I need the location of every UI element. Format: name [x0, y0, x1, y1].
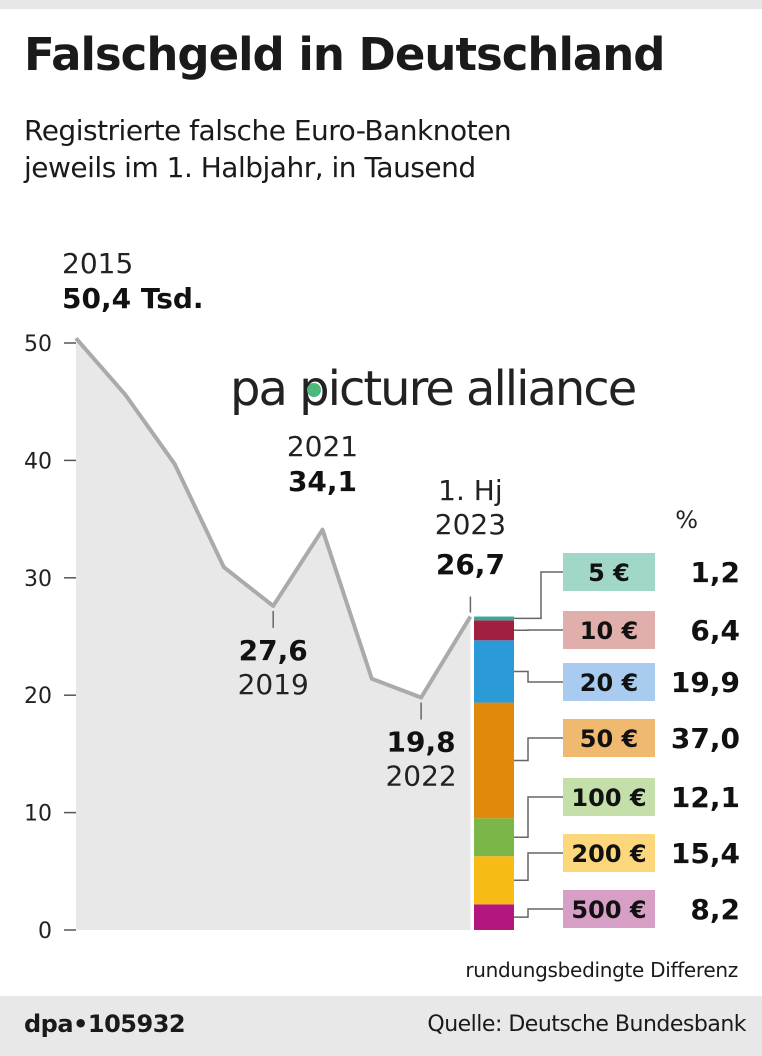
share-value: 8,2: [690, 893, 740, 926]
bar-segment-100-euro: [474, 818, 514, 857]
y-tick-label: 10: [24, 802, 52, 827]
y-tick-label: 30: [24, 567, 52, 592]
annotation-value: 34,1: [288, 465, 357, 498]
denomination-label: 100 €: [571, 784, 646, 812]
area-fill: [76, 338, 471, 931]
bar-leader: [514, 908, 563, 918]
subtitle-line-1: Registrierte falsche Euro-Banknoten: [24, 114, 512, 147]
y-tick-label: 20: [24, 684, 52, 709]
watermark-logo: pa picture alliance: [230, 361, 637, 417]
denomination-label-box: [563, 611, 655, 649]
bar-leader: [514, 737, 563, 762]
bar-segment-5-euro: [474, 616, 514, 621]
top-bar: [0, 0, 762, 9]
annotation-year: 2015: [62, 247, 133, 280]
share-value: 37,0: [671, 722, 740, 755]
denomination-label: 200 €: [571, 840, 646, 868]
denomination-label-box: [563, 834, 655, 872]
denomination-label: 5 €: [588, 559, 630, 587]
annotation-value: 27,6: [239, 634, 308, 667]
denomination-label: 10 €: [580, 617, 638, 645]
denomination-label: 500 €: [571, 896, 646, 924]
y-tick-label: 0: [38, 919, 52, 944]
bar-leader: [514, 852, 563, 882]
bar-segment-500-euro: [474, 904, 514, 930]
bar-leader: [514, 571, 563, 620]
bar-segment-50-euro: [474, 702, 514, 819]
bar-segment-10-euro: [474, 620, 514, 641]
watermark-dot: [307, 383, 321, 397]
y-tick-label: 40: [24, 449, 52, 474]
watermark-text: pa picture alliance: [230, 361, 635, 417]
share-value: 15,4: [671, 837, 740, 870]
annotation-value: 50,4 Tsd.: [62, 282, 204, 315]
bar-title: %: [675, 506, 698, 534]
bar-segment-200-euro: [474, 856, 514, 905]
denomination-label-box: [563, 778, 655, 816]
chart-subtitle: Registrierte falsche Euro-Banknoten jewe…: [24, 112, 512, 186]
subtitle-line-2: jeweils im 1. Halbjahr, in Tausend: [24, 151, 476, 184]
share-value: 1,2: [690, 556, 740, 589]
bar-segment-20-euro: [474, 640, 514, 703]
bar-leader: [514, 796, 563, 838]
annotation-year: 2021: [287, 430, 358, 463]
y-tick-label: 50: [24, 332, 52, 357]
credit: dpa•105932: [24, 1010, 186, 1038]
source: Quelle: Deutsche Bundesbank: [427, 1012, 746, 1037]
denomination-label: 20 €: [580, 669, 638, 697]
annotation-value: 19,8: [387, 726, 456, 759]
denomination-label: 50 €: [580, 725, 638, 753]
annotation-year: 2019: [238, 668, 309, 701]
denomination-label-box: [563, 663, 655, 701]
annotation-year: 1. Hj: [438, 474, 502, 507]
rounding-note: rundungsbedingte Differenz: [465, 958, 738, 982]
annotation-year-2: 2023: [435, 508, 506, 541]
denomination-label-box: [563, 553, 655, 591]
share-value: 12,1: [671, 781, 740, 814]
denomination-label-box: [563, 890, 655, 928]
chart-title: Falschgeld in Deutschland: [24, 28, 666, 81]
share-value: 19,9: [671, 666, 740, 699]
denomination-label-box: [563, 719, 655, 757]
share-value: 6,4: [690, 614, 740, 647]
annotation-value: 26,7: [436, 548, 505, 581]
annotation-year: 2022: [385, 760, 456, 793]
bar-leader: [514, 670, 563, 683]
footer: dpa•105932 Quelle: Deutsche Bundesbank: [0, 996, 762, 1056]
